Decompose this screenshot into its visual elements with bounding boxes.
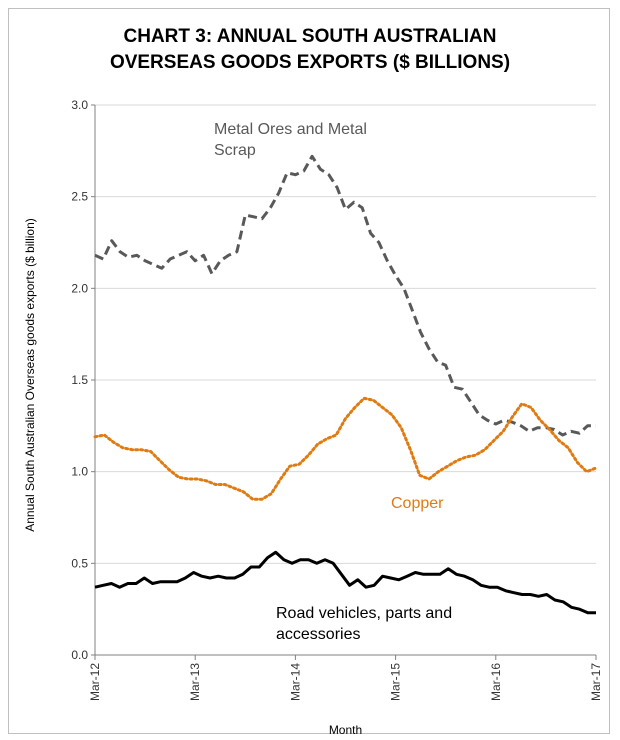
series-label-3: Road vehicles, parts and accessories <box>276 605 452 643</box>
series-label-2: Copper <box>391 495 444 512</box>
y-tick-label: 3.0 <box>71 98 88 112</box>
series-line-2 <box>93 396 598 501</box>
y-tick-labels: 0.0 0.5 1.0 1.5 2.0 2.5 3.0 <box>71 98 88 662</box>
x-tick-label: Mar-15 <box>389 663 403 701</box>
x-axis-title: Month <box>329 723 362 737</box>
x-tick-label: Mar-16 <box>489 663 503 701</box>
y-tick-label: 1.5 <box>71 373 88 387</box>
chart-frame <box>8 8 610 734</box>
series-label-line: Metal Ores and Metal <box>214 121 367 138</box>
chart-title-line-1: CHART 3: ANNUAL SOUTH AUSTRALIAN <box>123 26 497 47</box>
gridlines <box>91 104 596 656</box>
y-tick-label: 2.5 <box>71 190 88 204</box>
axes <box>94 105 596 656</box>
series-line-3 <box>94 550 596 615</box>
series-lines <box>93 154 598 615</box>
series-label-line: Scrap <box>214 142 256 159</box>
series-label-1: Metal Ores and Metal Scrap <box>214 121 367 159</box>
series-line-1 <box>94 154 596 437</box>
y-axis-title: Annual South Australian Overseas goods e… <box>23 218 37 532</box>
y-tick-label: 0.0 <box>71 648 88 662</box>
series-labels: Metal Ores and Metal Scrap Copper Road vehi… <box>214 121 452 643</box>
x-tick-label: Mar-13 <box>188 663 202 701</box>
x-tick-label: Mar-14 <box>288 663 302 701</box>
x-tick-label: Mar-12 <box>88 663 102 701</box>
chart-title: CHART 3: ANNUAL SOUTH AUSTRALIAN OVERSEA… <box>0 24 620 76</box>
y-tick-label: 2.0 <box>71 281 88 295</box>
x-tick-labels: Mar-12 Mar-13 Mar-14 Mar-15 Mar-16 Mar-17 <box>88 655 603 701</box>
chart-title-line-2: OVERSEAS GOODS EXPORTS ($ BILLIONS) <box>109 52 511 73</box>
x-tick-label: Mar-17 <box>589 663 603 701</box>
y-tick-label: 1.0 <box>71 465 88 479</box>
series-label-line: Copper <box>391 495 444 512</box>
series-label-line: Road vehicles, parts and <box>276 605 452 622</box>
series-label-line: accessories <box>276 626 360 643</box>
y-tick-label: 0.5 <box>71 556 88 570</box>
